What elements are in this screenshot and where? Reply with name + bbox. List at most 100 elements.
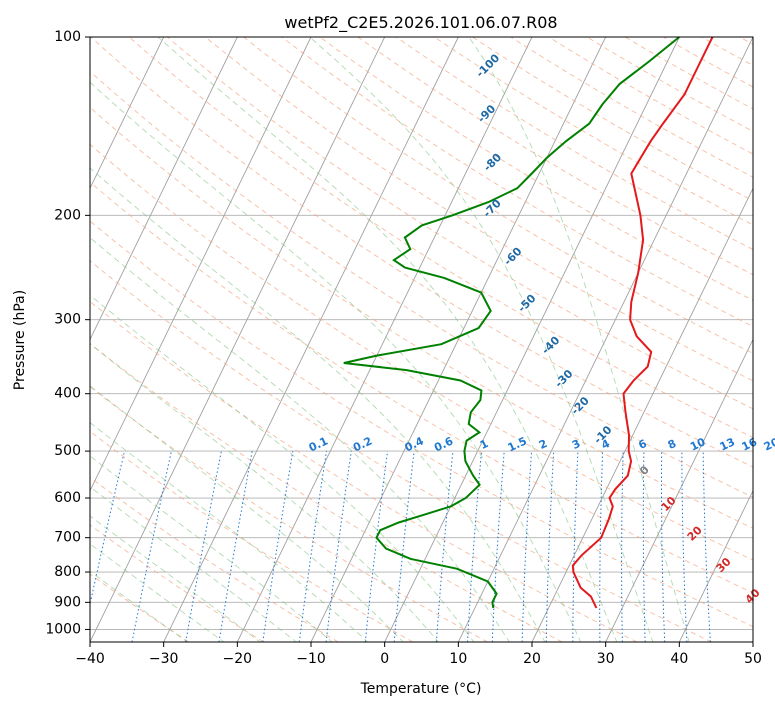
y-tick-label: 100 — [54, 29, 81, 45]
mixing-ratio-line — [90, 450, 125, 607]
dry-adiabat-line — [90, 386, 488, 642]
dry-adiabat-line — [90, 260, 712, 642]
moist-adiabat-line — [90, 486, 298, 642]
mixing-ratio-line — [572, 451, 579, 642]
mixing-ratio-line — [131, 450, 172, 642]
y-tick-label: 200 — [54, 207, 81, 223]
dry-adiabat-line — [472, 37, 753, 202]
dry-adiabat-label: -100 — [474, 51, 503, 80]
y-tick-label: 400 — [54, 386, 81, 402]
dry-adiabat-label: -30 — [552, 367, 575, 390]
dry-adiabat-line — [739, 37, 753, 45]
moist-adiabat-line — [157, 37, 618, 642]
profile-series — [343, 37, 714, 609]
moist-adiabat-line — [90, 385, 404, 642]
mixing-ratio-label: 16 — [740, 435, 760, 453]
y-tick-label: 1000 — [45, 621, 81, 637]
moist-adiabat-line — [90, 81, 582, 642]
dewpoint-line — [343, 37, 680, 609]
dry-adiabat-label: -60 — [501, 245, 524, 268]
mixing-ratio-line — [491, 451, 505, 642]
mixing-ratio-line — [545, 451, 555, 642]
moist-adiabat-line — [90, 422, 369, 642]
isotherm-line — [384, 37, 680, 642]
mixing-ratio-line — [262, 451, 294, 642]
moist-adiabat-label: 0 — [637, 463, 652, 478]
plot-frame — [89, 36, 754, 643]
mixing-ratio-label: 8 — [666, 437, 678, 452]
dry-adiabat-line — [357, 37, 753, 276]
background-lines — [90, 37, 753, 642]
mixing-ratio-line — [218, 451, 253, 642]
y-tick-label: 500 — [54, 443, 81, 459]
mixing-ratio-label: 1 — [478, 437, 490, 452]
isotherm-line — [752, 640, 753, 642]
dry-adiabat-line — [663, 37, 753, 88]
temperature-line — [571, 37, 714, 609]
moist-adiabat-line — [468, 37, 690, 642]
dry-adiabat-line — [90, 181, 753, 594]
x-tick-label: −30 — [149, 651, 179, 667]
dry-adiabat-line — [319, 37, 753, 301]
moist-adiabat-line — [90, 570, 189, 642]
x-axis: −40 −30 −20 −10 0 10 20 30 40 50 — [75, 642, 762, 667]
dry-adiabat-line — [90, 430, 414, 642]
isotherm-line — [678, 489, 753, 642]
mixing-ratio-label: 3 — [570, 437, 582, 452]
mixing-ratio-label: 20 — [762, 435, 775, 453]
mixing-ratio-label: 4 — [599, 437, 612, 452]
y-tick-label: 300 — [54, 312, 81, 328]
isotherm-line — [90, 37, 386, 642]
dry-adiabat-line — [586, 37, 753, 132]
dry-adiabat-label: -20 — [569, 394, 592, 417]
mixing-ratio-line — [467, 451, 482, 642]
moist-adiabat-line — [90, 167, 546, 642]
x-tick-label: 30 — [597, 651, 615, 667]
dry-adiabat-label: -50 — [515, 291, 538, 314]
isotherm-line — [163, 37, 459, 642]
dry-adiabat-label: -40 — [539, 333, 562, 356]
chart-title: wetPf2_C2E5.2026.101.06.07.R08 — [284, 13, 557, 33]
x-tick-label: 10 — [449, 651, 467, 667]
moist-adiabat-line — [90, 515, 261, 642]
mixing-ratio-line — [702, 451, 711, 642]
dry-adiabat-line — [205, 37, 753, 382]
x-tick-label: 40 — [670, 651, 688, 667]
moist-adiabat-line — [309, 37, 654, 642]
y-tick-label: 700 — [54, 530, 81, 546]
moist-adiabat-line — [90, 343, 440, 642]
mixing-ratio-line — [364, 451, 388, 642]
mixing-ratio-line — [185, 450, 222, 642]
x-tick-label: 50 — [744, 651, 762, 667]
dry-adiabat-line — [128, 37, 753, 439]
isotherm-line — [90, 37, 165, 190]
x-tick-label: −20 — [223, 651, 253, 667]
dry-adiabat-line — [90, 220, 753, 628]
moist-adiabat-line — [90, 237, 510, 642]
dry-adiabat-line — [281, 37, 753, 328]
isotherm-line — [90, 37, 312, 492]
x-tick-label: 20 — [523, 651, 541, 667]
x-axis-label: Temperature (°C) — [360, 681, 482, 697]
dry-adiabat-line — [90, 106, 753, 529]
dry-adiabat-line — [167, 37, 753, 410]
y-tick-label: 800 — [54, 564, 81, 580]
x-tick-label: −40 — [75, 651, 105, 667]
mixing-ratio-label: 10 — [688, 435, 708, 453]
y-tick-label: 900 — [54, 594, 81, 610]
mixing-ratio-line — [325, 451, 352, 642]
isotherm-line — [531, 187, 753, 642]
dry-adiabat-line — [90, 37, 753, 468]
mixing-ratio-line — [298, 451, 327, 642]
moist-adiabat-line — [90, 455, 333, 642]
dry-adiabat-line — [90, 476, 339, 642]
dry-adiabat-label: -90 — [475, 102, 498, 125]
mixing-ratio-label: 2 — [537, 437, 549, 452]
moist-adiabat-line — [90, 294, 475, 642]
dry-adiabat-line — [90, 300, 638, 642]
x-tick-label: −10 — [296, 651, 326, 667]
mixing-ratio-line — [599, 451, 604, 642]
moist-adiabat-label: 20 — [685, 523, 705, 543]
dry-adiabat-label: -80 — [481, 150, 504, 173]
